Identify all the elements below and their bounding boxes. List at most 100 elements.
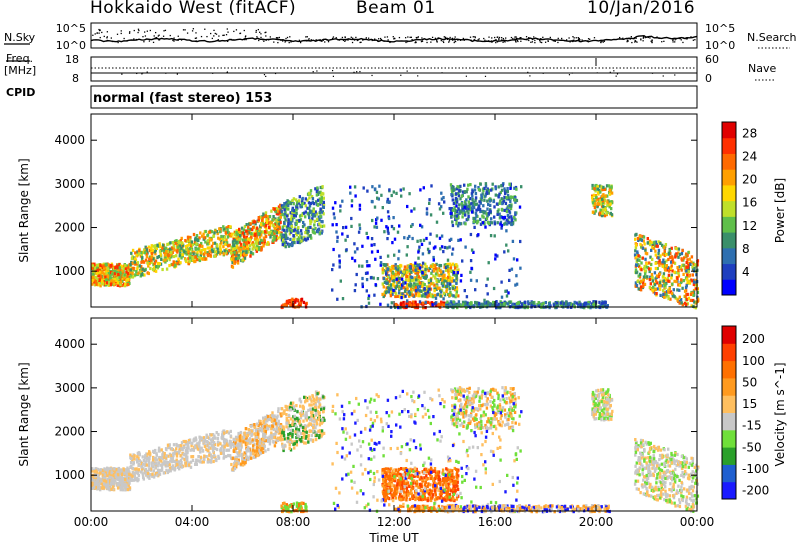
power-cell — [651, 257, 654, 261]
power-cell — [275, 235, 278, 239]
power-cell — [689, 262, 692, 266]
power-cell — [487, 261, 490, 265]
power-cell — [245, 223, 248, 227]
power-cell — [181, 253, 184, 257]
power-cell — [499, 215, 502, 219]
power-cell — [653, 271, 657, 275]
nsky-point — [477, 39, 479, 41]
velocity-cell — [104, 470, 107, 474]
power-cell — [228, 243, 231, 247]
power-cell — [418, 281, 422, 285]
power-cell — [150, 258, 153, 262]
power-cell — [640, 261, 643, 265]
power-cell — [514, 283, 517, 287]
power-cell — [287, 218, 290, 222]
power-cell — [300, 239, 303, 243]
power-cell — [397, 249, 401, 253]
power-cell — [304, 231, 307, 235]
power-cell — [126, 264, 129, 268]
power-cell — [234, 237, 238, 241]
power-cell — [162, 259, 166, 263]
nsky-point — [350, 36, 352, 38]
power-cell — [455, 286, 459, 290]
nsky-point — [163, 30, 165, 32]
nsky-point — [352, 37, 354, 39]
power-cell — [637, 287, 640, 291]
power-cell — [530, 303, 534, 307]
nsky-point — [501, 37, 503, 39]
nsky-point — [462, 37, 464, 40]
power-cell — [572, 303, 576, 307]
freq-point — [651, 72, 654, 74]
power-cell — [342, 226, 345, 230]
power-cell — [129, 263, 132, 267]
nsky-point — [288, 41, 290, 44]
velocity-cell — [195, 462, 198, 466]
power-cell — [455, 204, 458, 208]
velocity-cell — [191, 441, 194, 445]
power-cell — [114, 281, 118, 285]
power-cell — [196, 253, 199, 257]
power-cell — [265, 220, 269, 224]
power-cell — [362, 186, 365, 190]
power-cell — [452, 300, 455, 304]
nsky-point — [410, 36, 413, 38]
power-cell — [125, 278, 128, 282]
power-cell — [133, 257, 137, 261]
power-cell — [428, 291, 431, 295]
power-cell — [230, 251, 233, 255]
power-cell — [610, 213, 614, 217]
power-cell — [110, 264, 114, 268]
power-cell — [475, 208, 478, 212]
nsky-point — [263, 40, 265, 42]
power-cell — [204, 229, 207, 234]
power-cell — [408, 294, 411, 298]
power-cell — [251, 252, 255, 256]
power-cell — [472, 206, 476, 210]
nsky-point — [642, 40, 644, 42]
power-cell — [109, 283, 112, 287]
power-cell — [206, 246, 209, 250]
power-cell — [154, 252, 157, 256]
velocity-cell — [207, 446, 211, 450]
power-cell — [442, 297, 445, 301]
power-cell — [193, 260, 196, 264]
power-cell — [555, 304, 558, 308]
power-cell — [472, 216, 475, 220]
power-cell — [493, 220, 496, 224]
power-cell — [370, 250, 374, 254]
power-cell — [273, 207, 276, 211]
freq-point — [274, 72, 277, 75]
power-cell — [333, 216, 336, 220]
nsky-point — [451, 37, 454, 40]
power-cell — [376, 196, 379, 200]
power-cell — [239, 248, 242, 252]
power-cell — [194, 236, 197, 240]
power-cell — [685, 284, 688, 288]
power-cell — [441, 274, 444, 278]
power-cell — [210, 230, 214, 234]
power-cell — [467, 215, 470, 219]
power-cell — [277, 217, 280, 221]
power-cell — [663, 261, 666, 265]
nsky-point — [540, 38, 542, 40]
nsky-point — [415, 41, 417, 43]
power-cell — [429, 303, 433, 307]
power-cell — [111, 272, 114, 276]
power-cell — [198, 243, 202, 247]
power-cell — [596, 191, 600, 195]
power-cell — [401, 292, 404, 296]
power-cell — [349, 191, 352, 195]
power-cell — [432, 255, 435, 260]
power-cell — [192, 232, 196, 237]
power-cell — [477, 301, 481, 305]
power-cell — [443, 279, 446, 283]
power-cell — [666, 266, 670, 270]
power-cell — [450, 208, 453, 212]
power-cell — [648, 239, 652, 243]
power-cell — [98, 270, 101, 274]
power-cell — [382, 285, 385, 289]
power-cell — [417, 263, 420, 267]
power-cell — [386, 226, 389, 230]
power-cell — [461, 208, 464, 212]
